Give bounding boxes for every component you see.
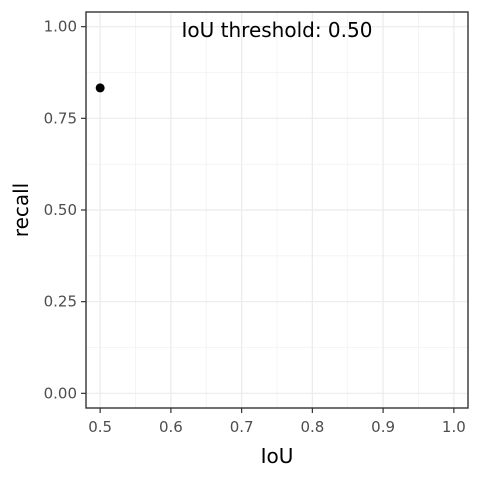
data-points xyxy=(95,83,105,93)
x-tick-label: 1.0 xyxy=(442,418,466,436)
y-tick-label: 0.00 xyxy=(44,384,77,402)
data-point xyxy=(95,83,105,93)
y-axis-title: recall xyxy=(9,183,33,237)
y-tick-label: 0.50 xyxy=(44,201,77,219)
y-tick-label: 0.75 xyxy=(44,109,77,127)
x-axis: 0.5 0.6 0.7 0.8 0.9 1.0 xyxy=(88,408,466,436)
threshold-annotation: IoU threshold: 0.50 xyxy=(182,18,373,42)
x-tick-label: 0.5 xyxy=(88,418,112,436)
x-tick-label: 0.7 xyxy=(230,418,254,436)
x-tick-label: 0.8 xyxy=(300,418,324,436)
x-tick-label: 0.9 xyxy=(371,418,395,436)
y-tick-label: 0.25 xyxy=(44,293,77,311)
y-tick-label: 1.00 xyxy=(44,18,77,36)
x-axis-title: IoU xyxy=(261,444,294,468)
grid-major xyxy=(86,12,468,408)
x-tick-label: 0.6 xyxy=(159,418,183,436)
y-axis: 0.00 0.25 0.50 0.75 1.00 xyxy=(44,18,86,402)
